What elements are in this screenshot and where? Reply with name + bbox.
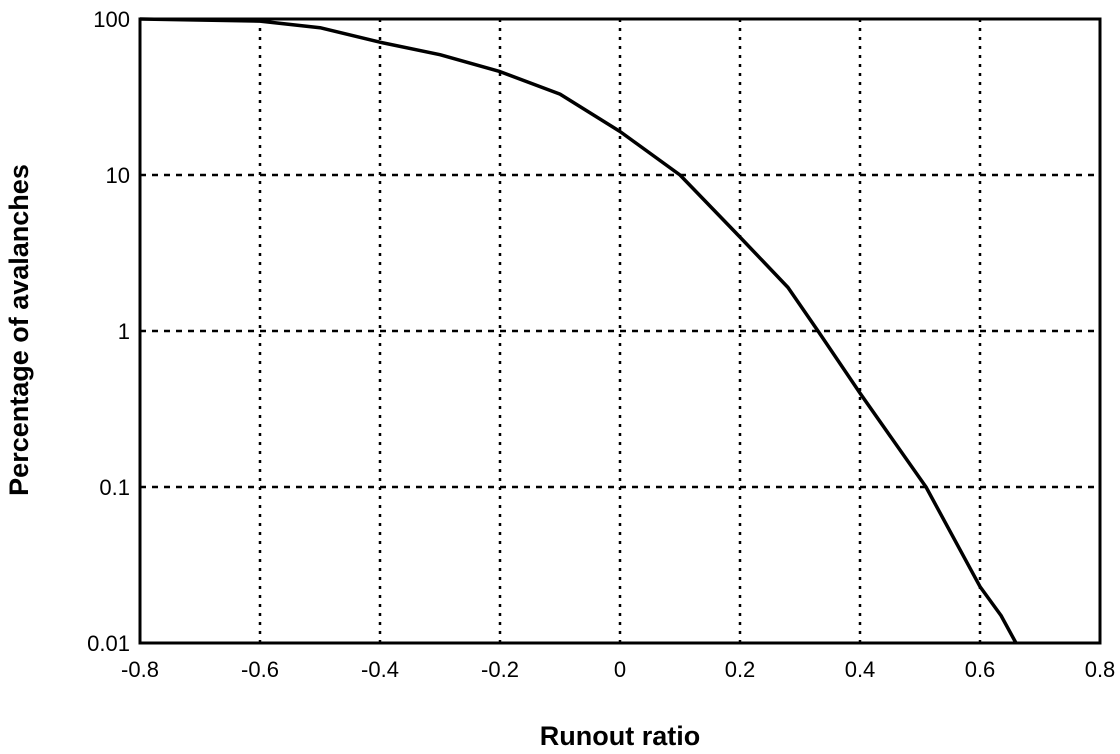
y-tick-label: 10 [106,163,130,188]
x-tick-label: 0.6 [965,657,996,682]
series-layer [139,17,1018,644]
x-tick-label: -0.4 [361,657,399,682]
x-axis-label: Runout ratio [540,721,700,751]
y-tick-label: 100 [93,7,130,32]
plot-frame [138,17,1102,645]
x-tick-label: 0.8 [1085,657,1116,682]
y-tick-label: 0.01 [87,631,130,656]
y-tick-label: 1 [118,319,130,344]
x-tick-label: 0.2 [725,657,756,682]
x-tick-label: -0.8 [121,657,159,682]
x-tick-label: -0.6 [241,657,279,682]
series-line [139,17,1018,644]
x-tick-labels: -0.8 -0.6 -0.4 -0.2 0 0.2 0.4 0.6 0.8 [121,657,1115,682]
grid [140,19,1100,643]
x-tick-label: 0 [614,657,626,682]
y-axis-label: Percentage of avalanches [4,164,34,496]
x-tick-label: 0.4 [845,657,876,682]
x-tick-label: -0.2 [481,657,519,682]
y-tick-label: 0.1 [99,475,130,500]
y-tick-labels: 0.01 0.1 1 10 100 [87,7,130,656]
